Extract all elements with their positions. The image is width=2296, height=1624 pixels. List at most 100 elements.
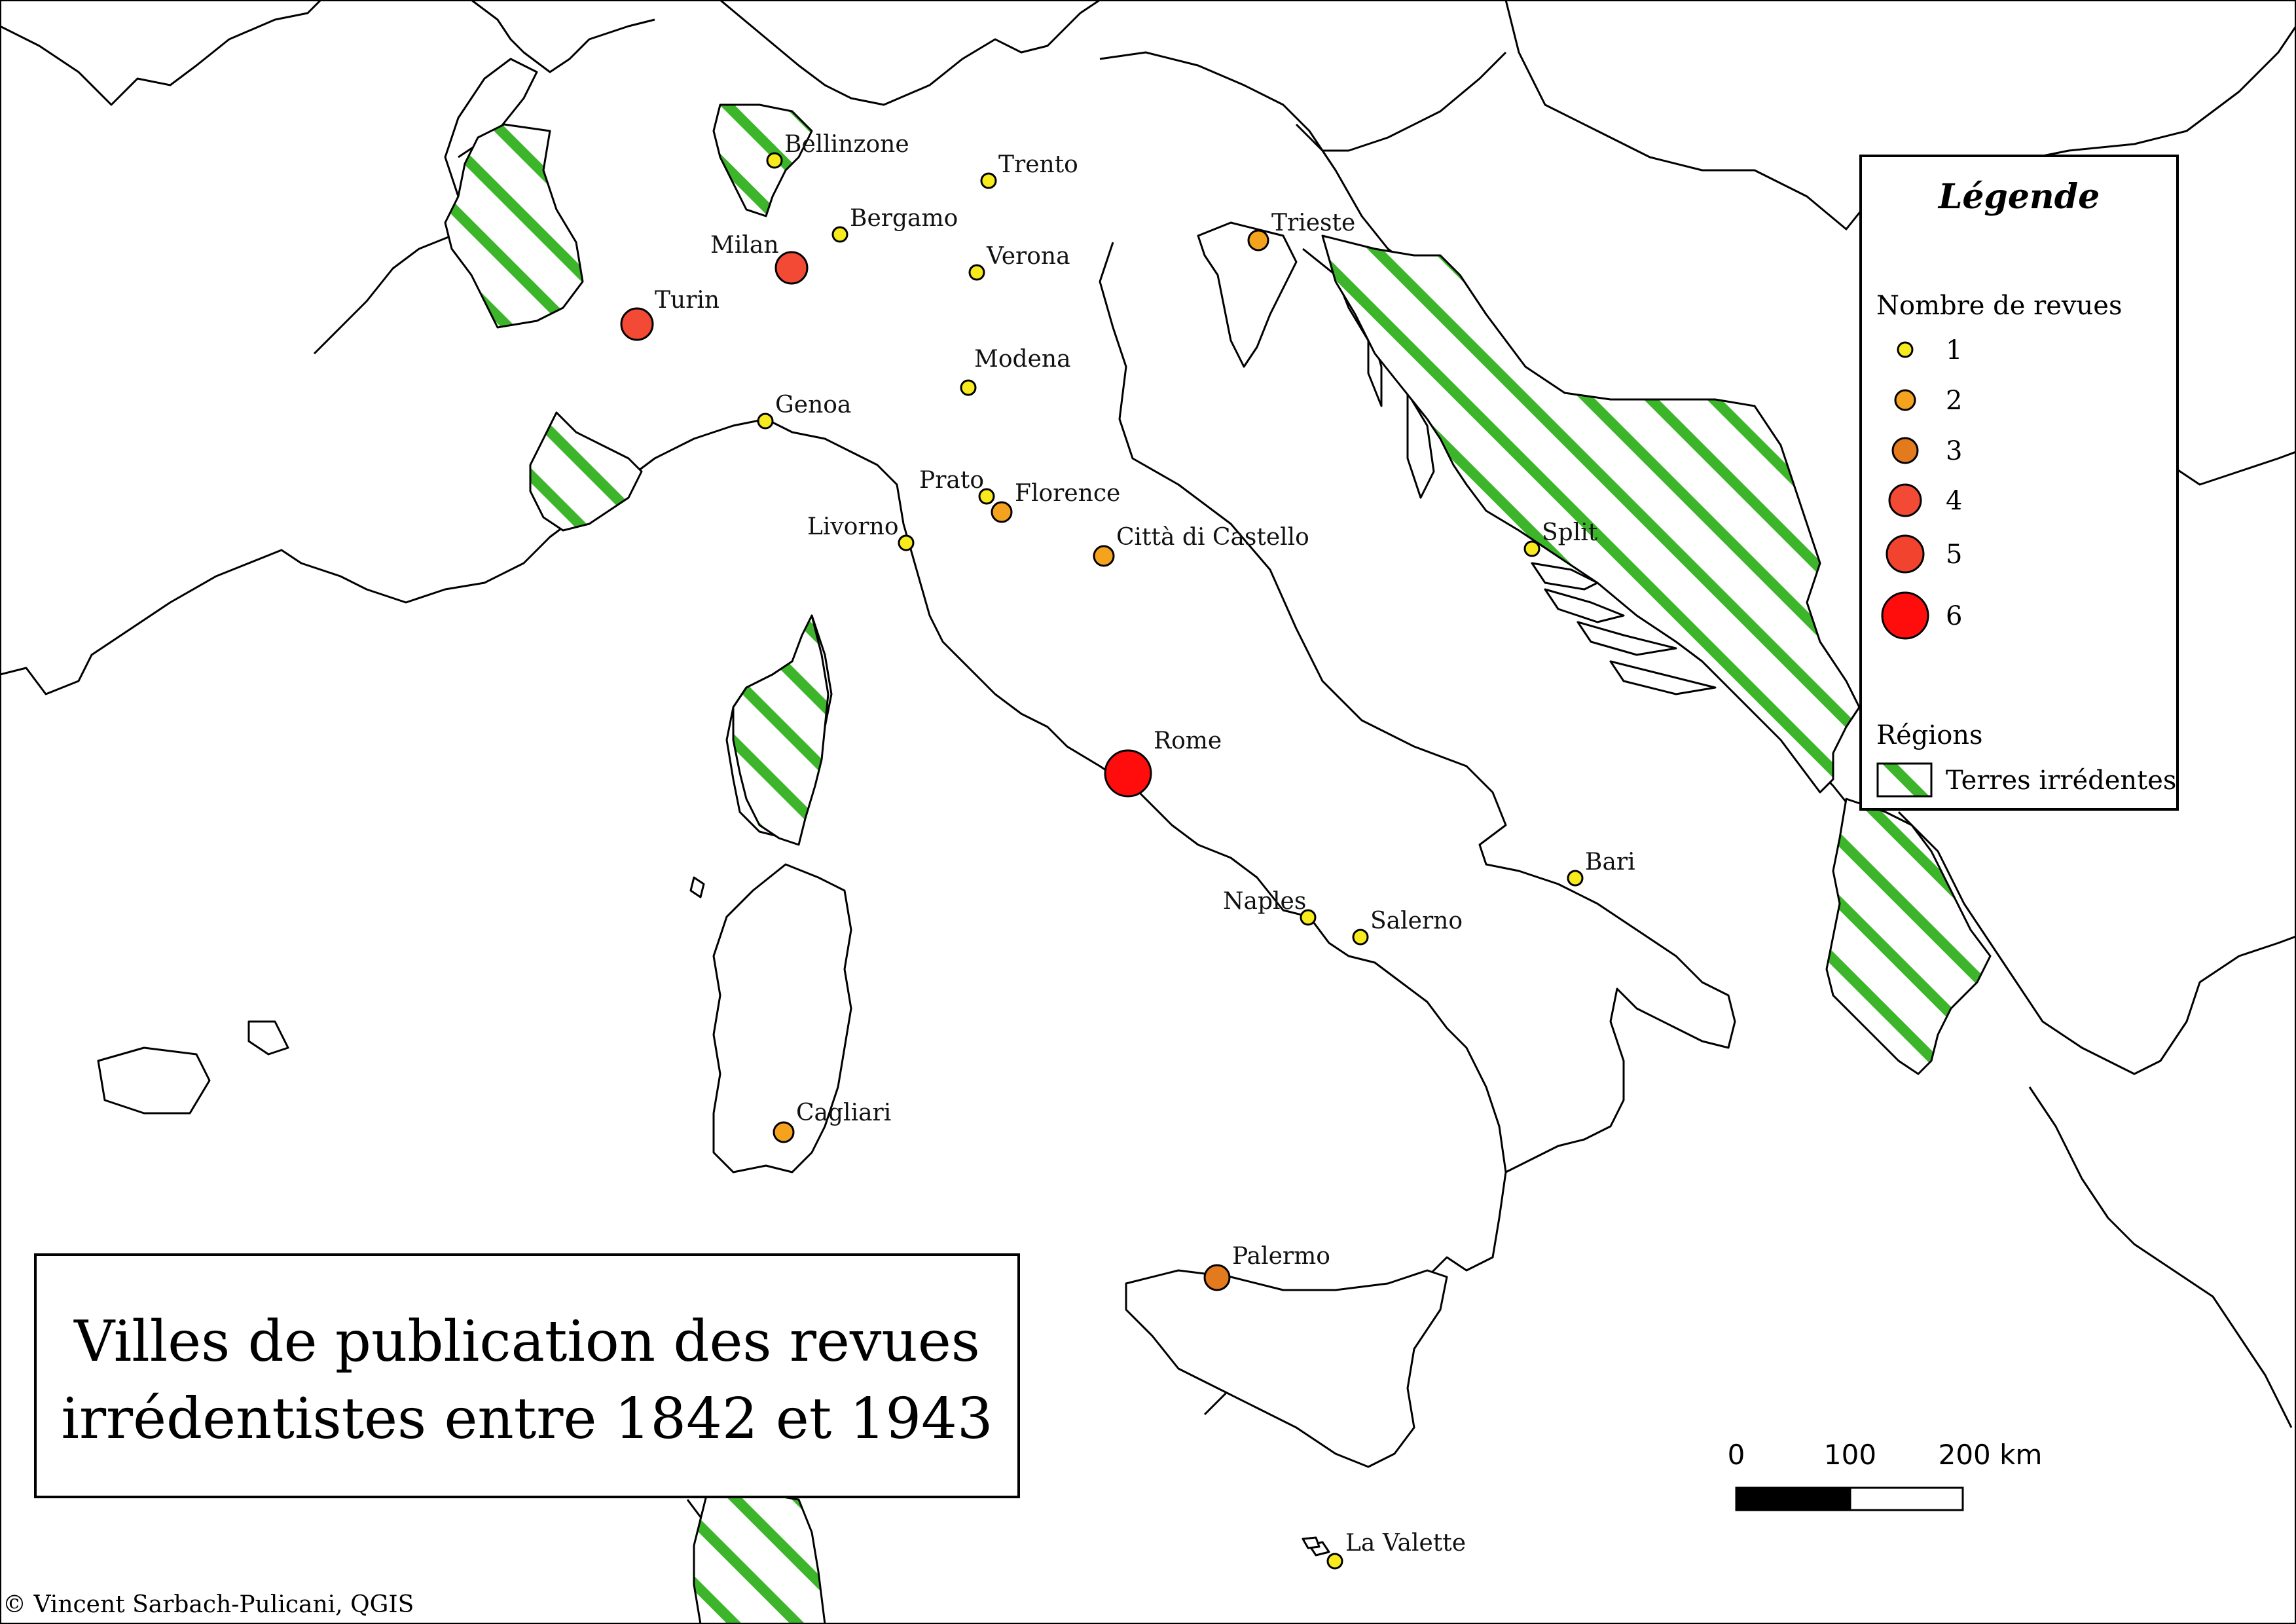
coast-north-top bbox=[1099, 51, 1415, 270]
title-line-2: irrédentistes entre 1842 et 1943 bbox=[61, 1386, 993, 1452]
region-malta bbox=[1302, 1536, 1321, 1549]
city-turin[interactable]: Turin bbox=[620, 287, 720, 341]
legend: Légende Nombre de revues 1 2 3 4 5 6 Rég… bbox=[1859, 155, 2179, 811]
city-marker-livorno bbox=[898, 534, 915, 551]
legend-label-3: 3 bbox=[1946, 436, 1962, 466]
city-bellinzone[interactable]: Bellinzone bbox=[766, 131, 909, 169]
region-dalmatia bbox=[1321, 234, 1861, 794]
city-marker-modena bbox=[960, 379, 977, 396]
legend-marker-6 bbox=[1881, 591, 1929, 640]
city-florence[interactable]: Florence bbox=[991, 480, 1120, 523]
city-marker-bergamo bbox=[831, 226, 848, 243]
legend-region-heading: Régions bbox=[1876, 720, 1983, 750]
city-label-bellinzone: Bellinzone bbox=[784, 131, 909, 158]
coast-north-italy bbox=[720, 0, 1101, 106]
coast-peloponnese bbox=[2028, 1086, 2293, 1428]
city-bergamo[interactable]: Bergamo bbox=[831, 205, 958, 243]
city-palermo[interactable]: Palermo bbox=[1203, 1243, 1330, 1291]
city-marker-milan bbox=[774, 251, 809, 285]
city-label-prato: Prato bbox=[919, 467, 984, 494]
city-cagliari[interactable]: Cagliari bbox=[773, 1099, 891, 1143]
city-marker-la-valette bbox=[1326, 1553, 1343, 1570]
legend-label-5: 5 bbox=[1946, 540, 1962, 570]
coast-adriatic-italy bbox=[1099, 242, 1736, 1173]
legend-marker-5 bbox=[1886, 534, 1925, 574]
coast-island-5 bbox=[1406, 392, 1435, 499]
island-balearic bbox=[97, 1046, 211, 1115]
city-marker-genoa bbox=[757, 413, 774, 430]
legend-region-label: Terres irrédentes bbox=[1946, 766, 2176, 796]
scale-label-200: 200 km bbox=[1939, 1439, 2043, 1471]
coast-greece bbox=[1897, 811, 2296, 1075]
city-trieste[interactable]: Trieste bbox=[1247, 210, 1355, 251]
coast-island-2 bbox=[1544, 588, 1625, 623]
city-label-bari: Bari bbox=[1585, 849, 1635, 876]
region-albania bbox=[1825, 798, 1992, 1075]
city-modena[interactable]: Modena bbox=[960, 346, 1071, 396]
coast-ligurian bbox=[0, 418, 1507, 1416]
city-trento[interactable]: Trento bbox=[980, 151, 1078, 189]
city-livorno[interactable]: Livorno bbox=[807, 513, 915, 551]
coast-island-3 bbox=[1576, 621, 1677, 656]
coast-alps-north bbox=[471, 0, 655, 73]
city-marker-salerno bbox=[1352, 929, 1369, 946]
city-label-palermo: Palermo bbox=[1232, 1243, 1330, 1270]
legend-marker-4 bbox=[1888, 483, 1922, 517]
city-rome[interactable]: Rome bbox=[1104, 728, 1222, 798]
coast-alps-west bbox=[0, 0, 322, 106]
coast-istria bbox=[1197, 221, 1298, 368]
legend-label-2: 2 bbox=[1946, 386, 1962, 416]
city-naples[interactable]: Naples bbox=[1223, 888, 1317, 926]
city-label-genoa: Genoa bbox=[775, 392, 851, 418]
legend-label-1: 1 bbox=[1946, 335, 1962, 365]
scale-segment-dark bbox=[1735, 1486, 1851, 1511]
region-nice bbox=[529, 411, 643, 532]
scale-bar: 0 100 200 km bbox=[1728, 1439, 2043, 1511]
legend-title: Légende bbox=[1937, 177, 2100, 217]
city-marker-trieste bbox=[1247, 229, 1269, 251]
city-label-trieste: Trieste bbox=[1271, 210, 1355, 236]
city-verona[interactable]: Verona bbox=[968, 243, 1070, 281]
city-label-cagliari: Cagliari bbox=[796, 1099, 891, 1126]
city-marker-trento bbox=[980, 172, 997, 189]
scale-label-100: 100 bbox=[1824, 1439, 1876, 1471]
city-label-rome: Rome bbox=[1154, 728, 1222, 754]
city-la-valette[interactable]: La Valette bbox=[1326, 1530, 1466, 1570]
city-split[interactable]: Split bbox=[1523, 519, 1598, 557]
city-marker-bellinzone bbox=[766, 152, 783, 169]
city-label-turin: Turin bbox=[655, 287, 720, 314]
city-label-modena: Modena bbox=[974, 346, 1071, 373]
title-block: Villes de publication des revues irréden… bbox=[34, 1253, 1020, 1498]
city-label-trento: Trento bbox=[998, 151, 1078, 178]
city-marker-bari bbox=[1567, 870, 1584, 887]
city-genoa[interactable]: Genoa bbox=[757, 392, 851, 430]
island-small-1 bbox=[689, 876, 705, 898]
city-salerno[interactable]: Salerno bbox=[1352, 908, 1463, 946]
city-milan[interactable]: Milan bbox=[710, 232, 809, 285]
legend-box bbox=[1859, 155, 2179, 811]
city-marker-split bbox=[1523, 540, 1540, 557]
city-label-livorno: Livorno bbox=[807, 513, 899, 540]
island-sicily bbox=[1125, 1269, 1448, 1468]
city-label-bergamo: Bergamo bbox=[850, 205, 958, 232]
title-box bbox=[34, 1253, 1020, 1498]
title-line-1: Villes de publication des revues bbox=[73, 1309, 980, 1375]
city-marker-cagliari bbox=[773, 1121, 795, 1143]
island-balearic-2 bbox=[247, 1020, 289, 1056]
city-label-florence: Florence bbox=[1015, 480, 1120, 507]
city-marker-verona bbox=[968, 264, 985, 281]
city-label-la-valette: La Valette bbox=[1345, 1530, 1466, 1557]
scale-segment-light bbox=[1849, 1486, 1964, 1511]
region-tessin bbox=[712, 103, 813, 217]
city-prato[interactable]: Prato bbox=[919, 467, 995, 505]
legend-label-6: 6 bbox=[1946, 601, 1962, 631]
scale-label-0: 0 bbox=[1728, 1439, 1745, 1471]
city-label-citta-di-castello: Città di Castello bbox=[1116, 524, 1309, 551]
city-marker-citta-di-castello bbox=[1093, 545, 1115, 567]
city-citta-di-castello[interactable]: Città di Castello bbox=[1093, 524, 1309, 567]
credit-text: © Vincent Sarbach-Pulicani, QGIS bbox=[3, 1591, 414, 1618]
city-bari[interactable]: Bari bbox=[1567, 849, 1635, 887]
coast-france-italy bbox=[313, 58, 538, 355]
